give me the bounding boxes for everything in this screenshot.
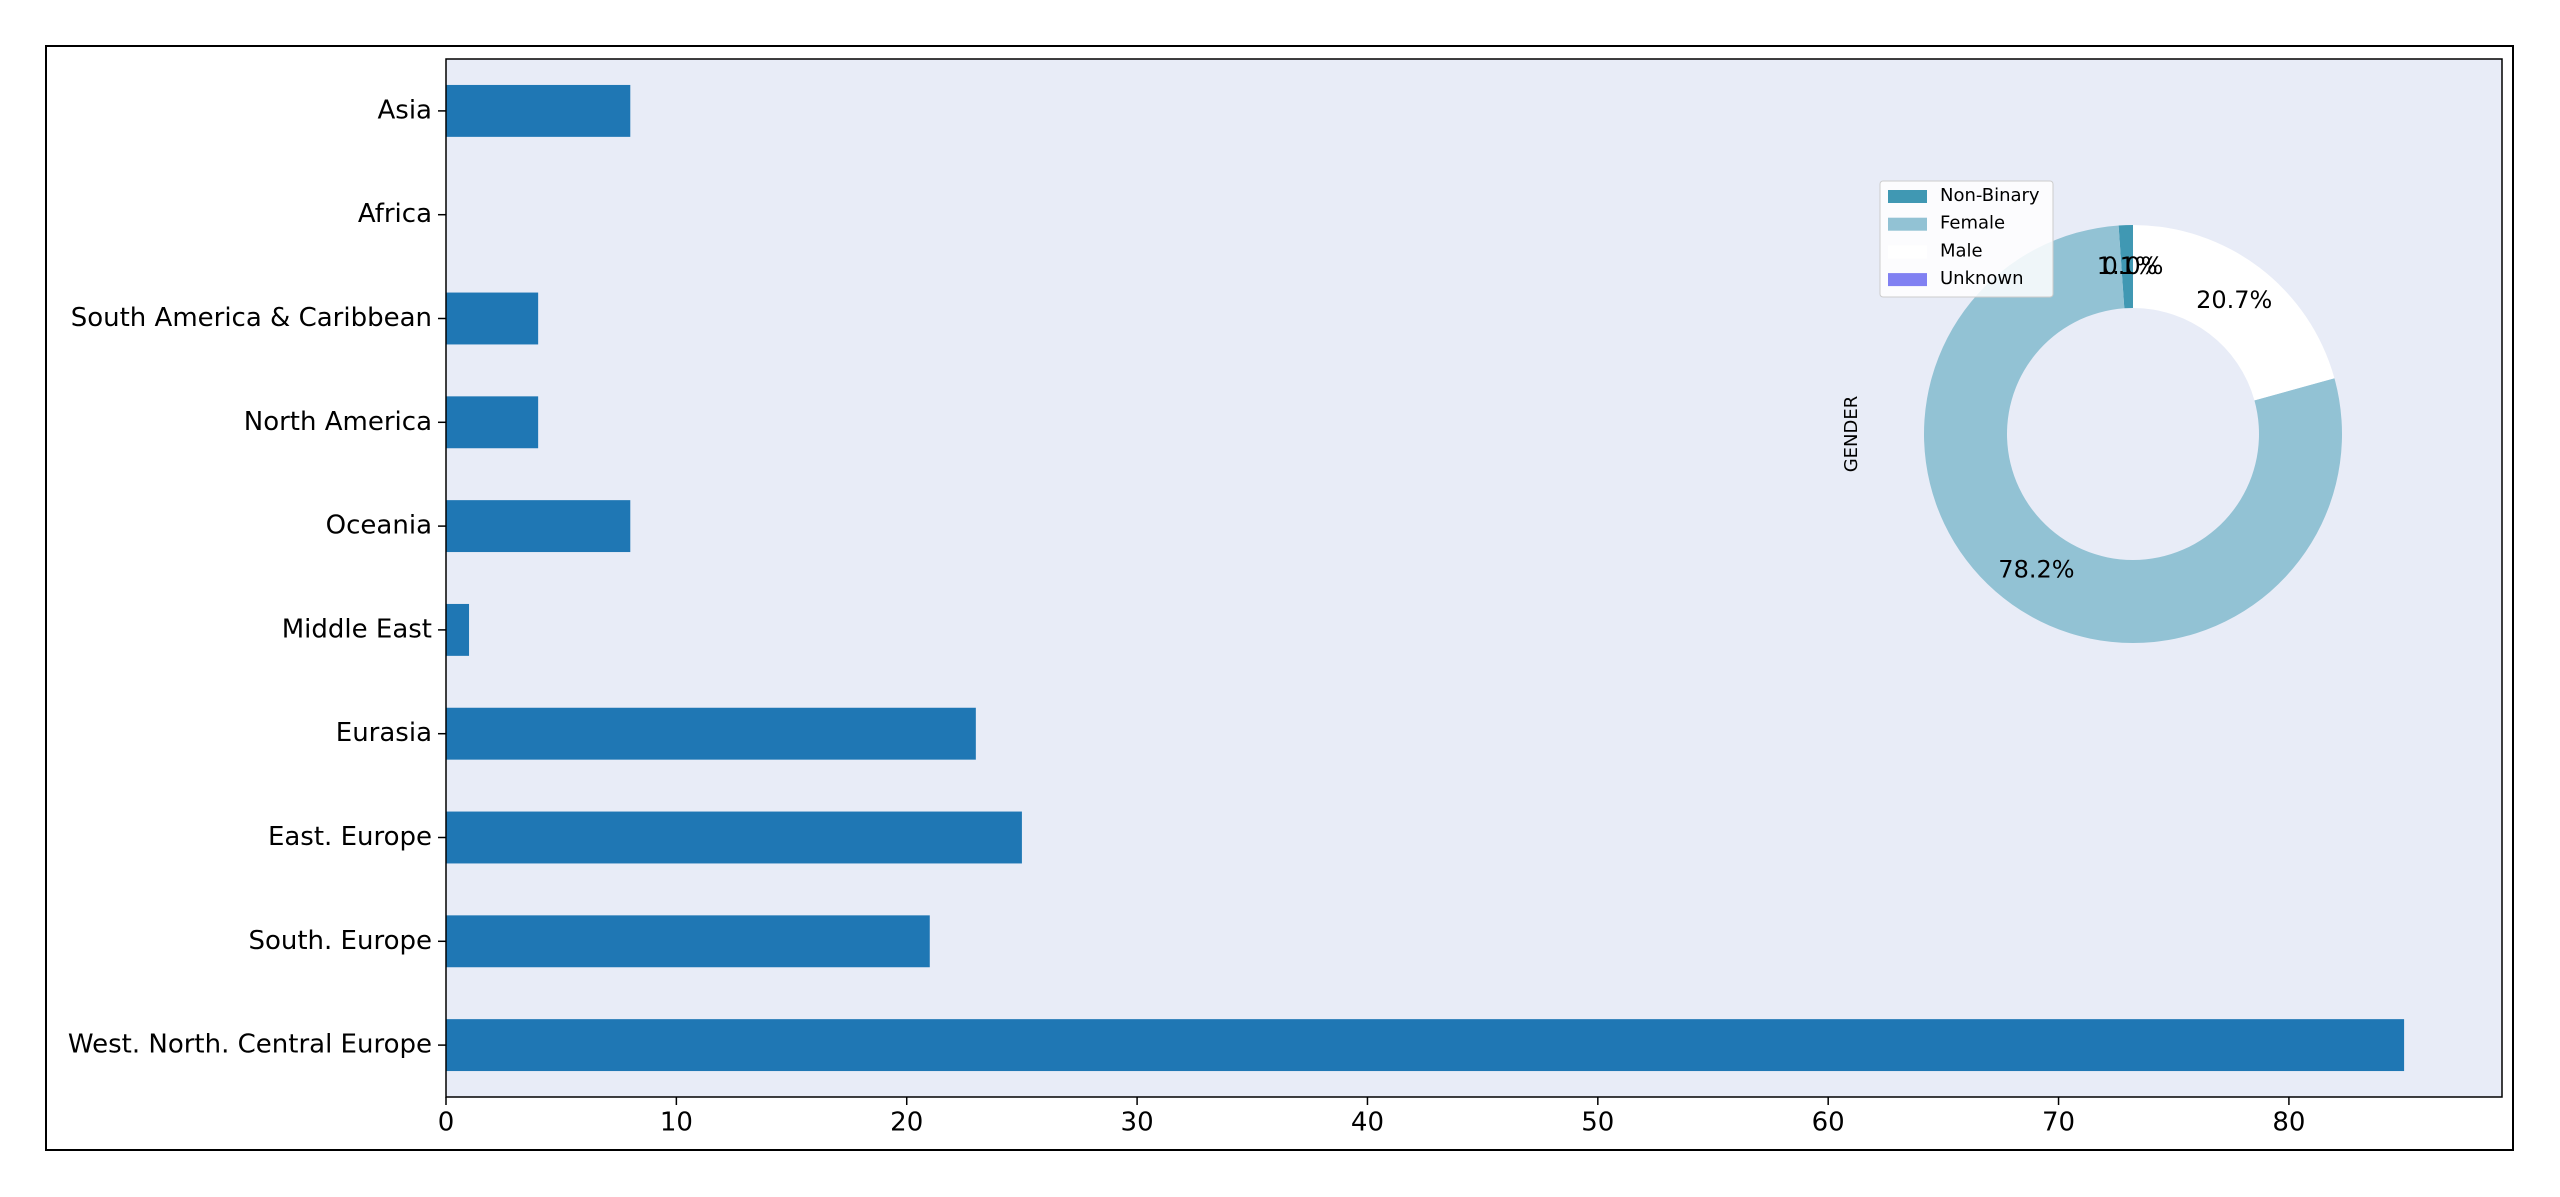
- y-tick-label: Middle East: [282, 614, 432, 644]
- bar: [446, 292, 539, 345]
- bar: [446, 1019, 2405, 1072]
- y-tick-label: South. Europe: [248, 926, 432, 956]
- y-tick-label: Oceania: [326, 511, 432, 541]
- bar: [446, 500, 631, 553]
- legend-label: Male: [1940, 240, 1983, 261]
- y-tick-label: Asia: [378, 95, 433, 125]
- legend-label: Unknown: [1940, 268, 2024, 289]
- pie-ylabel: GENDER: [1841, 396, 1862, 473]
- x-tick-label: 0: [438, 1108, 455, 1138]
- legend-swatch: [1888, 273, 1927, 287]
- x-tick-label: 80: [2272, 1108, 2305, 1138]
- bar: [446, 915, 930, 968]
- legend-box: [1879, 180, 2054, 298]
- y-tick-label: South America & Caribbean: [71, 303, 432, 333]
- x-tick-label: 60: [1812, 1108, 1845, 1138]
- x-tick-label: 50: [1581, 1108, 1614, 1138]
- pie-wedge: [1923, 225, 2342, 644]
- legend-label: Non-Binary: [1940, 185, 2040, 206]
- y-tick-label: North America: [244, 407, 432, 437]
- pie-label: 78.2%: [1998, 555, 2074, 583]
- pie-label: 0.0%: [2103, 252, 2164, 280]
- x-tick-label: 10: [660, 1108, 693, 1138]
- bar: [446, 603, 470, 656]
- y-tick-label: West. North. Central Europe: [68, 1030, 432, 1060]
- pie-label: 20.7%: [2196, 286, 2272, 314]
- bar: [446, 811, 1022, 864]
- x-tick-label: 20: [890, 1108, 923, 1138]
- legend-swatch: [1888, 245, 1927, 259]
- legend-swatch: [1888, 190, 1927, 203]
- x-tick-label: 40: [1351, 1108, 1384, 1138]
- pie-wedge: [2133, 225, 2335, 401]
- y-tick-label: Eurasia: [336, 718, 432, 748]
- legend-swatch: [1888, 217, 1927, 231]
- x-tick-label: 70: [2042, 1108, 2075, 1138]
- axes-frame: [445, 58, 2503, 1098]
- x-tick-label: 30: [1121, 1108, 1154, 1138]
- y-tick-label: Africa: [358, 199, 432, 229]
- pie-label: 1.1%: [2097, 252, 2158, 280]
- bar: [446, 707, 976, 760]
- legend-label: Female: [1940, 213, 2005, 234]
- pie-wedge: [2118, 225, 2133, 309]
- bar: [446, 84, 631, 137]
- bar: [446, 396, 539, 449]
- y-tick-label: East. Europe: [268, 822, 432, 852]
